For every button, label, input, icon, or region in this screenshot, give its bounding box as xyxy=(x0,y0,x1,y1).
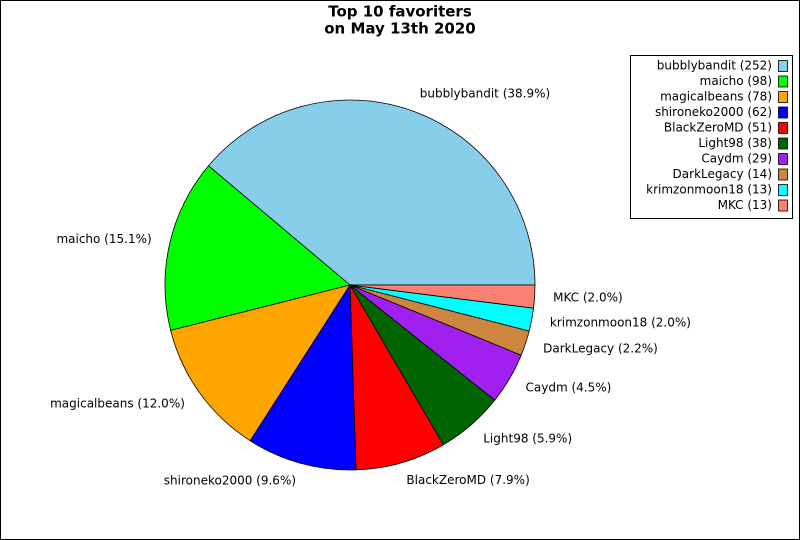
pie-slice xyxy=(164,165,351,331)
slice-label: Caydm (4.5%) xyxy=(526,380,612,394)
pie-slice xyxy=(207,99,536,286)
slice-label: MKC (2.0%) xyxy=(553,290,623,304)
legend-swatch xyxy=(778,184,788,196)
legend-swatch xyxy=(778,106,788,119)
legend-swatch xyxy=(778,168,788,181)
slice-label: shironeko2000 (9.6%) xyxy=(164,474,296,488)
legend-swatch xyxy=(778,153,788,165)
slice-label: bubblybandit (38.9%) xyxy=(420,86,550,100)
chart-title: on May 13th 2020 xyxy=(324,20,476,38)
legend-label: DarkLegacy (14) xyxy=(673,167,772,181)
chart-title: Top 10 favoriters xyxy=(328,3,472,21)
legend-label: MKC (13) xyxy=(718,198,772,212)
slice-label: DarkLegacy (2.2%) xyxy=(543,342,658,356)
slice-label: Light98 (5.9%) xyxy=(483,431,572,445)
legend-swatch xyxy=(778,137,788,150)
legend-label: maicho (98) xyxy=(700,74,772,88)
legend-swatch xyxy=(778,199,788,212)
pie-slice xyxy=(349,284,444,471)
slice-label: maicho (15.1%) xyxy=(56,232,151,246)
legend-label: shironeko2000 (62) xyxy=(655,105,772,119)
legend-label: krimzonmoon18 (13) xyxy=(646,183,772,197)
pie-slice xyxy=(349,284,536,309)
legend-swatch xyxy=(778,91,788,103)
slice-label: krimzonmoon18 (2.0%) xyxy=(550,316,691,330)
legend-box xyxy=(630,55,793,219)
legend-label: Light98 (38) xyxy=(698,136,772,150)
legend-swatch xyxy=(778,60,788,72)
slice-label: magicalbeans (12.0%) xyxy=(50,396,185,410)
slice-label: BlackZeroMD (7.9%) xyxy=(406,473,529,487)
legend-label: Caydm (29) xyxy=(701,152,772,166)
pie-slice xyxy=(170,284,351,442)
pie-slice xyxy=(249,283,357,471)
legend-label: magicalbeans (78) xyxy=(660,90,772,104)
legend-swatch xyxy=(778,122,788,134)
legend-swatch xyxy=(778,75,788,88)
legend-label: bubblybandit (252) xyxy=(657,59,772,73)
legend-label: BlackZeroMD (51) xyxy=(664,121,772,135)
